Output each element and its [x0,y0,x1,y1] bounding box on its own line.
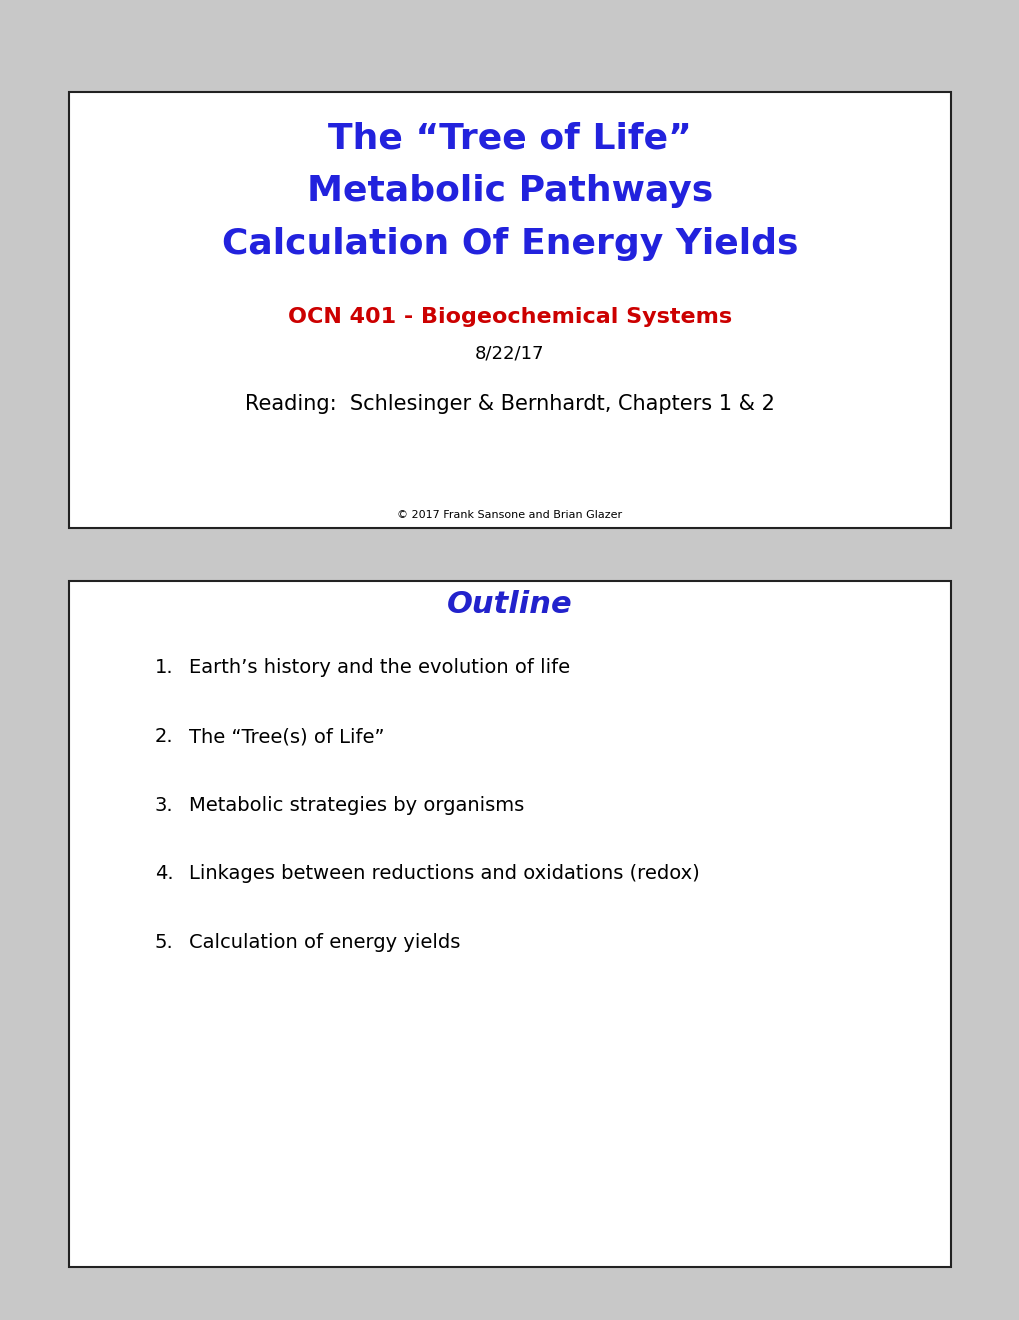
Text: Metabolic strategies by organisms: Metabolic strategies by organisms [189,796,524,814]
Text: Reading:  Schlesinger & Bernhardt, Chapters 1 & 2: Reading: Schlesinger & Bernhardt, Chapte… [245,393,774,414]
Text: 8/22/17: 8/22/17 [475,345,544,363]
Text: 1.: 1. [155,659,173,677]
Text: OCN 401 - Biogeochemical Systems: OCN 401 - Biogeochemical Systems [287,306,732,327]
Text: Calculation of energy yields: Calculation of energy yields [189,933,460,952]
Text: 4.: 4. [155,865,173,883]
Text: 3.: 3. [155,796,173,814]
FancyBboxPatch shape [69,92,950,528]
Text: The “Tree(s) of Life”: The “Tree(s) of Life” [189,727,384,746]
Text: Calculation Of Energy Yields: Calculation Of Energy Yields [221,227,798,261]
Text: Metabolic Pathways: Metabolic Pathways [307,174,712,209]
Text: 2.: 2. [155,727,173,746]
FancyBboxPatch shape [69,581,950,1267]
Text: Earth’s history and the evolution of life: Earth’s history and the evolution of lif… [189,659,570,677]
Text: 5.: 5. [155,933,173,952]
Text: © 2017 Frank Sansone and Brian Glazer: © 2017 Frank Sansone and Brian Glazer [397,510,622,520]
Text: Outline: Outline [446,590,573,619]
Text: The “Tree of Life”: The “Tree of Life” [328,121,691,156]
Text: Linkages between reductions and oxidations (redox): Linkages between reductions and oxidatio… [189,865,699,883]
